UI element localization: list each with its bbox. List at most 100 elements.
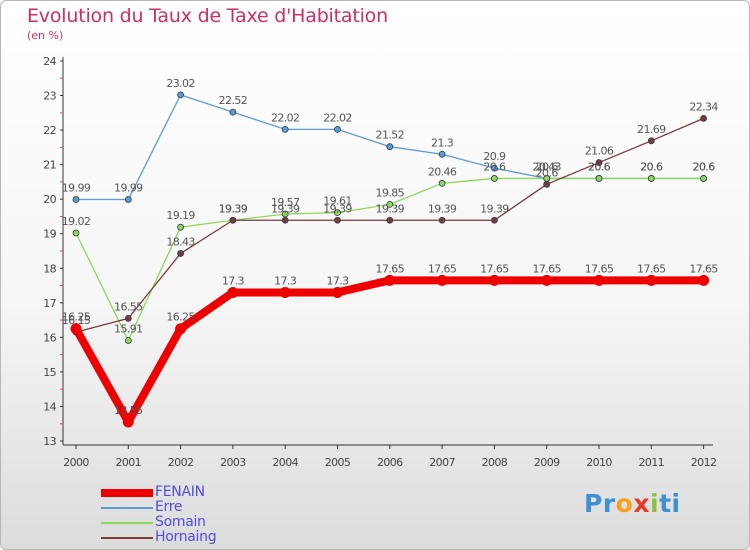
- data-point-hornaing: [543, 180, 551, 188]
- data-label-erre: 20.6: [640, 160, 663, 173]
- x-tick-label: 2010: [586, 456, 612, 469]
- legend-item-erre: Erre: [101, 499, 271, 515]
- data-point-somain: [124, 337, 132, 344]
- data-point-somain: [177, 223, 185, 231]
- data-point-hornaing: [438, 216, 446, 224]
- data-point-fenain: [227, 286, 239, 298]
- x-tick-label: 2001: [115, 456, 141, 469]
- data-point-fenain: [593, 274, 605, 286]
- y-tick-label: 17: [43, 297, 56, 310]
- data-label-hornaing: 19.39: [323, 202, 352, 215]
- data-label-fenain: 17.3: [274, 274, 297, 287]
- logo-letter: i: [649, 489, 660, 518]
- data-label-hornaing: 22.34: [689, 100, 718, 113]
- x-tick-label: 2006: [377, 456, 403, 469]
- data-point-erre: [124, 196, 132, 203]
- data-label-fenain: 13.55: [114, 404, 143, 417]
- data-point-erre: [72, 196, 80, 203]
- legend-swatch: [101, 507, 153, 509]
- data-label-somain: 19.61: [323, 195, 352, 208]
- data-point-somain: [334, 209, 341, 217]
- data-label-hornaing: 19.39: [428, 202, 457, 215]
- data-point-erre: [177, 91, 185, 99]
- data-label-erre: 20.6: [588, 160, 611, 173]
- data-point-hornaing: [281, 216, 289, 224]
- data-label-somain: 15.91: [114, 322, 143, 335]
- data-point-somain: [490, 175, 498, 182]
- logo-letter: x: [633, 489, 650, 518]
- data-label-erre: 23.02: [166, 77, 195, 90]
- data-label-erre: 20.6: [693, 160, 716, 173]
- data-label-fenain: 16.25: [166, 311, 195, 324]
- data-point-hornaing: [647, 137, 655, 145]
- data-label-fenain: 17.3: [326, 274, 349, 287]
- data-label-somain: 19.57: [271, 196, 300, 209]
- data-label-somain: 20.6: [588, 160, 611, 173]
- data-point-hornaing: [595, 159, 603, 166]
- data-point-erre: [281, 125, 289, 133]
- data-point-erre: [386, 143, 394, 151]
- data-label-fenain: 17.65: [585, 262, 614, 275]
- data-label-erre: 21.3: [431, 136, 454, 149]
- y-tick-label: 19: [43, 228, 56, 241]
- data-label-erre: 19.99: [62, 182, 91, 195]
- legend-label: Hornaing: [155, 529, 217, 545]
- data-point-fenain: [645, 274, 657, 286]
- data-point-somain: [700, 175, 707, 182]
- x-tick-label: 2007: [429, 456, 455, 469]
- data-label-somain: 20.6: [693, 160, 716, 173]
- legend-swatch: [101, 522, 153, 524]
- x-tick-label: 2009: [534, 456, 560, 469]
- data-point-hornaing: [700, 114, 707, 122]
- data-point-fenain: [698, 274, 710, 286]
- data-point-fenain: [332, 286, 343, 298]
- logo-letter: ti: [659, 489, 681, 518]
- data-point-erre: [490, 164, 498, 172]
- legend-label: Somain: [155, 514, 206, 530]
- y-tick-label: 20: [43, 193, 56, 206]
- data-point-erre: [229, 108, 237, 116]
- chart-legend: FENAIN Erre Somain Hornaing: [101, 484, 271, 545]
- data-label-erre: 22.02: [271, 111, 300, 124]
- chart-subtitle: (en %): [27, 29, 64, 42]
- data-point-fenain: [122, 416, 134, 428]
- data-point-somain: [647, 175, 655, 182]
- logo-letter: Pr: [584, 489, 616, 518]
- data-label-somain: 20.46: [428, 165, 457, 178]
- data-point-hornaing: [386, 216, 394, 224]
- series-line-fenain: [72, 276, 708, 426]
- data-point-somain: [386, 200, 394, 208]
- data-label-hornaing: 19.39: [376, 202, 405, 215]
- legend-label: Erre: [155, 499, 183, 515]
- y-tick-label: 13: [43, 435, 56, 448]
- x-tick-label: 2008: [482, 456, 508, 469]
- data-point-somain: [72, 229, 80, 237]
- data-point-somain: [595, 175, 603, 182]
- legend-label: FENAIN: [155, 484, 205, 500]
- data-point-fenain: [279, 286, 291, 298]
- y-tick-label: 16: [43, 331, 56, 344]
- y-tick-label: 23: [43, 90, 56, 103]
- data-label-somain: 19.02: [62, 215, 91, 228]
- data-label-fenain: 17.65: [376, 262, 405, 275]
- y-tick-label: 24: [43, 55, 56, 68]
- data-label-somain: 20.6: [483, 160, 506, 173]
- data-point-erre: [438, 150, 446, 158]
- data-label-erre: 22.02: [323, 111, 352, 124]
- data-label-hornaing: 19.39: [480, 202, 509, 215]
- data-label-hornaing: 18.43: [166, 235, 195, 248]
- data-label-fenain: 17.3: [222, 274, 245, 287]
- data-label-hornaing: 21.06: [585, 145, 614, 158]
- data-label-fenain: 17.65: [428, 262, 457, 275]
- data-label-fenain: 17.65: [480, 262, 509, 275]
- data-label-erre: 20.9: [483, 150, 506, 163]
- data-label-fenain: 17.65: [532, 262, 561, 275]
- legend-item-hornaing: Hornaing: [101, 529, 271, 545]
- data-label-erre: 20.6: [536, 160, 559, 173]
- data-point-fenain: [384, 274, 396, 286]
- chart-title: Evolution du Taux de Taxe d'Habitation: [27, 5, 388, 27]
- data-label-hornaing: 16.15: [62, 314, 91, 327]
- data-point-fenain: [175, 323, 187, 335]
